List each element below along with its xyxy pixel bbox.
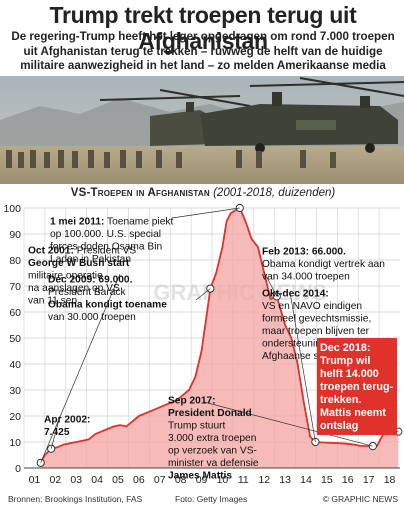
annotation-line: Obama kondigt vertrek aan <box>262 259 385 270</box>
annotation-line: Obama kondigt toename <box>48 300 167 311</box>
annotation-pointer <box>40 273 121 463</box>
annotation-line: minister va defensie <box>168 458 259 469</box>
y-tick-label: 60 <box>9 307 21 319</box>
chart-title: VS-Troepen in Afghanistan (2001-2018, du… <box>8 187 398 199</box>
annotation-line: van 11 sep <box>28 296 77 307</box>
x-tick-label: 17 <box>363 474 375 486</box>
troop-chart: GRAPHIC NEWS 010203040506070809010001020… <box>3 203 403 486</box>
annotation-pointer <box>263 271 278 297</box>
annotation-line: Dec 2018: <box>320 342 370 354</box>
helicopter-photo <box>0 76 404 184</box>
y-tick-label: 100 <box>3 203 21 215</box>
x-tick-label: 16 <box>342 474 354 486</box>
x-tick-label: 12 <box>258 474 270 486</box>
x-tick-label: 13 <box>279 474 291 486</box>
x-tick-label: 02 <box>49 474 61 486</box>
x-tick-label: 15 <box>321 474 333 486</box>
chart-title-sub: (2001-2018, duizenden) <box>213 187 336 199</box>
x-tick-label: 09 <box>196 474 208 486</box>
annotation-pointer <box>50 415 61 449</box>
x-tick-label: 10 <box>217 474 229 486</box>
event-marker <box>235 203 244 213</box>
annotation-6: Okt-dec 2014:VS en NAVO eindigen formeel … <box>262 289 371 443</box>
y-tick-label: 20 <box>9 411 21 423</box>
y-tick-label: 50 <box>9 333 21 345</box>
source-text: Bronnen: Brookings Institution, FAS <box>8 494 143 504</box>
x-tick-label: 07 <box>154 474 166 486</box>
chart-axes: 0 10 20 30 40 50 60 70 80 90 100 01 02 03 04 05 06 07 08 09… <box>3 203 400 486</box>
annotation-line: James Mattis <box>168 471 232 482</box>
annotation-line: VS en NAVO eindigen <box>262 301 362 312</box>
annotation-line: Dec 2009: 69.000. <box>48 275 133 286</box>
x-tick-label: 08 <box>175 474 187 486</box>
annotation-line: trekken. <box>320 394 361 406</box>
annotation-line: troepen terug- <box>320 381 394 393</box>
x-tick-label: 18 <box>384 474 396 486</box>
annotation-5: Feb 2013: 66.000.Obama kondigt vertrek a… <box>262 247 385 297</box>
annotation-4: Dec 2009: 69.000.President Barack Obama k… <box>48 275 211 323</box>
headline: Trump trekt troepen terug uit Afghanista… <box>49 2 357 54</box>
annotation-line: van 30.000 troepen <box>48 312 136 323</box>
x-tick-label: 06 <box>133 474 145 486</box>
annotation-line: militaire operatie <box>28 271 103 282</box>
annotation-line: forces doden Osama Bin <box>50 242 162 253</box>
annotation-pointer <box>203 401 373 447</box>
y-tick-label: 40 <box>9 359 21 371</box>
annotation-line: ontslag <box>320 420 358 432</box>
annotation-line: van 34.000 troepen <box>262 272 350 283</box>
annotation-line: Oct 2001: President VS <box>28 246 136 257</box>
photo-credit: Foto: Getty Images <box>175 494 248 504</box>
x-tick-label: 14 <box>300 474 312 486</box>
x-tick-label: 03 <box>70 474 82 486</box>
annotation-line: maar troepen blijven ter <box>262 326 370 337</box>
x-tick-label: 11 <box>238 474 249 486</box>
annotation-line: Feb 2013: 66.000. <box>262 247 346 258</box>
y-tick-label: 90 <box>9 229 21 241</box>
annotation-line: 3.000 extra troepen <box>168 433 256 444</box>
helicopter-illustration <box>0 76 404 184</box>
annotation-line: Laden in Pakistan <box>50 254 131 265</box>
annotation-line: helft 14.000 <box>320 368 379 380</box>
y-tick-label: 80 <box>9 255 21 267</box>
annotation-line: na aanslagen op VS <box>28 283 120 294</box>
annotation-pointer <box>195 288 211 301</box>
annotation-2: Apr 2002:7.425 <box>44 415 90 449</box>
x-tick-label: 05 <box>112 474 124 486</box>
annotation-line: Afghaanse strijdmacht <box>262 351 363 362</box>
annotation-line: ondersteuning van <box>262 339 346 350</box>
annotation-line: George W Bush start <box>28 258 130 269</box>
brand-credit: © GRAPHIC NEWS <box>322 494 398 504</box>
annotation-line: Sep 2017: <box>168 396 216 407</box>
annotation-line: 7.425 <box>44 427 70 438</box>
annotation-line: Okt-dec 2014: <box>262 289 329 300</box>
annotation-line: Trump wil <box>320 355 370 367</box>
y-tick-label: 0 <box>15 463 21 475</box>
y-tick-label: 70 <box>9 281 21 293</box>
annotation-line: Apr 2002: <box>44 415 90 426</box>
annotation-7: Sep 2017:President Donald Trump stuurt3.0… <box>168 396 373 482</box>
annotation-pointer <box>171 207 240 219</box>
x-tick-label: 04 <box>91 474 103 486</box>
annotation-pointer <box>289 291 316 443</box>
annotation-line: Trump stuurt <box>168 421 226 432</box>
annotation-line: Mattis neemt <box>320 407 386 419</box>
series-area <box>40 208 399 468</box>
annotation-line: President Barack <box>48 287 126 298</box>
annotation-line: 1 mei 2011: Toename piekt <box>50 217 173 228</box>
chart-title-main: VS-Troepen in Afghanistan <box>70 187 210 199</box>
annotation-line: op verzoek van VS- <box>168 446 257 457</box>
y-tick-label: 30 <box>9 385 21 397</box>
series-line <box>39 207 399 464</box>
intro-text: De regering-Trump heeft het leger opgedr… <box>11 30 395 72</box>
x-tick-label: 01 <box>29 474 41 486</box>
annotation-line: President Donald <box>168 408 252 419</box>
annotation-line: formeel gevechtsmissie, <box>262 314 371 325</box>
highlight-box <box>317 338 397 435</box>
y-tick-label: 10 <box>9 437 21 449</box>
annotation-line: op 100.000. U.S. special <box>50 229 161 240</box>
